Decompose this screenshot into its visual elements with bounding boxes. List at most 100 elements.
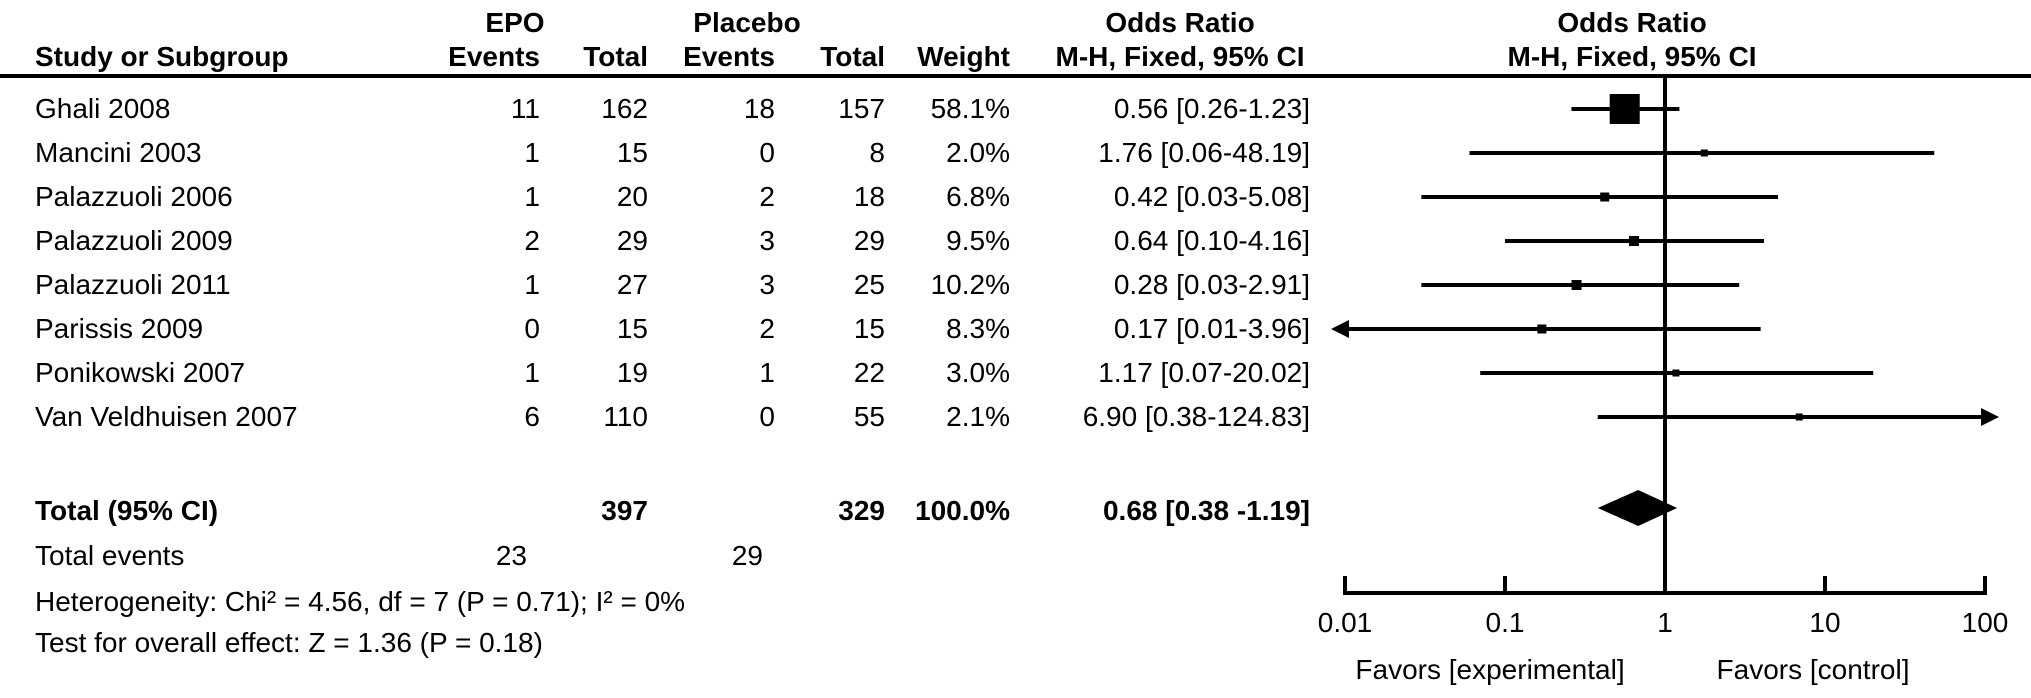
ci-arrow-right xyxy=(1981,408,1999,426)
x-axis-tick xyxy=(1983,576,1987,593)
table-row: Mancini 2003 1 15 0 8 2.0% 1.76 [0.06-48.19] xyxy=(0,131,1360,175)
weight: 3.0% xyxy=(946,357,1010,388)
epo-total: 27 xyxy=(616,269,648,300)
table-row: Ghali 2008 11 162 18 157 58.1% 0.56 [0.26-1.23… xyxy=(0,87,1360,131)
table-row: Palazzuoli 2006 1 20 2 18 6.8% 0.42 [0.03-5.08… xyxy=(0,175,1360,219)
total-epo-n: 397 xyxy=(601,495,648,526)
placebo-events-header: Events xyxy=(683,41,775,72)
x-tick-label: 100 xyxy=(1962,607,2009,638)
weight: 58.1% xyxy=(930,93,1010,124)
ci-line xyxy=(1597,415,1983,419)
overall-effect-stat: Test for overall effect: Z = 1.36 (P = 0… xyxy=(35,627,543,658)
table-row: Ponikowski 2007 1 19 1 22 3.0% 1.17 [0.07-20.0… xyxy=(0,351,1360,395)
x-axis-tick xyxy=(1343,576,1347,593)
table-row: Van Veldhuisen 2007 6 110 0 55 2.1% 6.90 [0.38… xyxy=(0,395,1360,439)
placebo-total: 55 xyxy=(853,401,885,432)
odds-ratio-text-header-sub: M-H, Fixed, 95% CI xyxy=(1055,41,1305,72)
placebo-total: 8 xyxy=(869,137,885,168)
weight: 6.8% xyxy=(946,181,1010,212)
placebo-total: 157 xyxy=(838,93,885,124)
or-ci-value: 1.17 [0.07-20.02] xyxy=(1098,357,1310,388)
epo-events-header: Events xyxy=(448,41,540,72)
favors-control-label: Favors [control] xyxy=(1717,654,1910,685)
epo-total: 110 xyxy=(603,401,648,432)
epo-group-header: EPO xyxy=(485,7,545,38)
or-ci-value: 0.42 [0.03-5.08] xyxy=(1113,181,1310,212)
placebo-total: 15 xyxy=(853,313,885,344)
study-name: Palazzuoli 2009 xyxy=(35,225,233,256)
epo-events: 11 xyxy=(510,93,540,124)
odds-ratio-plot-header-sub: M-H, Fixed, 95% CI xyxy=(1507,41,1757,72)
total-events-placebo: 29 xyxy=(731,540,763,571)
total-events-row: Total events 23 29 xyxy=(0,534,1360,578)
study-column-header: Study or Subgroup xyxy=(35,41,289,72)
x-axis-tick xyxy=(1663,576,1667,593)
placebo-events: 2 xyxy=(759,181,775,212)
weight: 8.3% xyxy=(946,313,1010,344)
total-weight: 100.0% xyxy=(915,495,1010,526)
placebo-total: 25 xyxy=(853,269,885,300)
point-estimate-square xyxy=(1600,192,1610,202)
total-events-label: Total events xyxy=(35,540,185,571)
epo-events: 1 xyxy=(524,357,540,388)
placebo-events: 0 xyxy=(759,137,775,168)
placebo-events: 3 xyxy=(759,269,775,300)
epo-events: 1 xyxy=(524,269,540,300)
table-row: Palazzuoli 2009 2 29 3 29 9.5% 0.64 [0.10-4.16… xyxy=(0,219,1360,263)
weight: 10.2% xyxy=(930,269,1010,300)
or-ci-value: 1.76 [0.06-48.19] xyxy=(1098,137,1310,168)
placebo-events: 3 xyxy=(759,225,775,256)
point-estimate-square xyxy=(1537,324,1547,334)
x-axis-tick xyxy=(1503,576,1507,593)
favors-experimental-label: Favors [experimental] xyxy=(1355,654,1624,685)
x-tick-label: 1 xyxy=(1657,607,1673,638)
or-ci-value: 0.17 [0.01-3.96] xyxy=(1113,313,1310,344)
epo-events: 6 xyxy=(524,401,540,432)
placebo-total: 18 xyxy=(853,181,885,212)
or-ci-value: 0.28 [0.03-2.91] xyxy=(1113,269,1310,300)
placebo-events: 2 xyxy=(759,313,775,344)
point-estimate-square xyxy=(1571,280,1582,290)
placebo-events: 0 xyxy=(759,401,775,432)
placebo-events: 18 xyxy=(743,93,775,124)
placebo-total: 29 xyxy=(853,225,885,256)
header-rule xyxy=(0,74,2031,78)
study-name: Parissis 2009 xyxy=(35,313,204,344)
x-tick-label: 0.1 xyxy=(1486,607,1525,638)
epo-total: 20 xyxy=(616,181,648,212)
or-ci-value: 0.64 [0.10-4.16] xyxy=(1113,225,1310,256)
placebo-group-header: Placebo xyxy=(693,7,801,38)
total-label: Total (95% CI) xyxy=(35,495,219,526)
or-ci-value: 0.56 [0.26-1.23] xyxy=(1113,93,1310,124)
weight: 2.1% xyxy=(946,401,1010,432)
epo-events: 1 xyxy=(524,181,540,212)
x-tick-label: 0.01 xyxy=(1318,607,1373,638)
placebo-events: 1 xyxy=(759,357,775,388)
study-name: Ponikowski 2007 xyxy=(35,357,246,388)
table-row: Palazzuoli 2011 1 27 3 25 10.2% 0.28 [0.03-2.9… xyxy=(0,263,1360,307)
table-row: Parissis 2009 0 15 2 15 8.3% 0.17 [0.01-3.96] xyxy=(0,307,1360,351)
odds-ratio-plot-header-title: Odds Ratio xyxy=(1557,7,1707,38)
point-estimate-square xyxy=(1672,369,1680,377)
placebo-total-header: Total xyxy=(820,41,885,72)
point-estimate-square xyxy=(1628,236,1639,246)
point-estimate-square xyxy=(1609,94,1640,124)
total-or-ci-value: 0.68 [0.38 -1.19] xyxy=(1102,495,1310,526)
ci-line xyxy=(1347,327,1761,331)
weight: 9.5% xyxy=(946,225,1010,256)
or-ci-value: 6.90 [0.38-124.83] xyxy=(1082,401,1310,432)
summary-diamond xyxy=(1597,490,1678,526)
x-tick-label: 10 xyxy=(1809,607,1840,638)
heterogeneity-stat: Heterogeneity: Chi² = 4.56, df = 7 (P = … xyxy=(35,586,686,617)
epo-total: 162 xyxy=(601,93,648,124)
weight-header: Weight xyxy=(917,41,1010,72)
epo-total: 19 xyxy=(616,357,648,388)
forest-plot-canvas: 0.01 0.1 1 10 100 Favors [experimental] Favors… xyxy=(1318,78,2009,685)
epo-events: 2 xyxy=(524,225,540,256)
epo-total-header: Total xyxy=(583,41,648,72)
point-estimate-square xyxy=(1795,413,1803,421)
placebo-total: 22 xyxy=(853,357,885,388)
ci-line xyxy=(1421,195,1778,199)
total-row: Total (95% CI) 397 329 100.0% 0.68 [0.38… xyxy=(0,489,1360,533)
